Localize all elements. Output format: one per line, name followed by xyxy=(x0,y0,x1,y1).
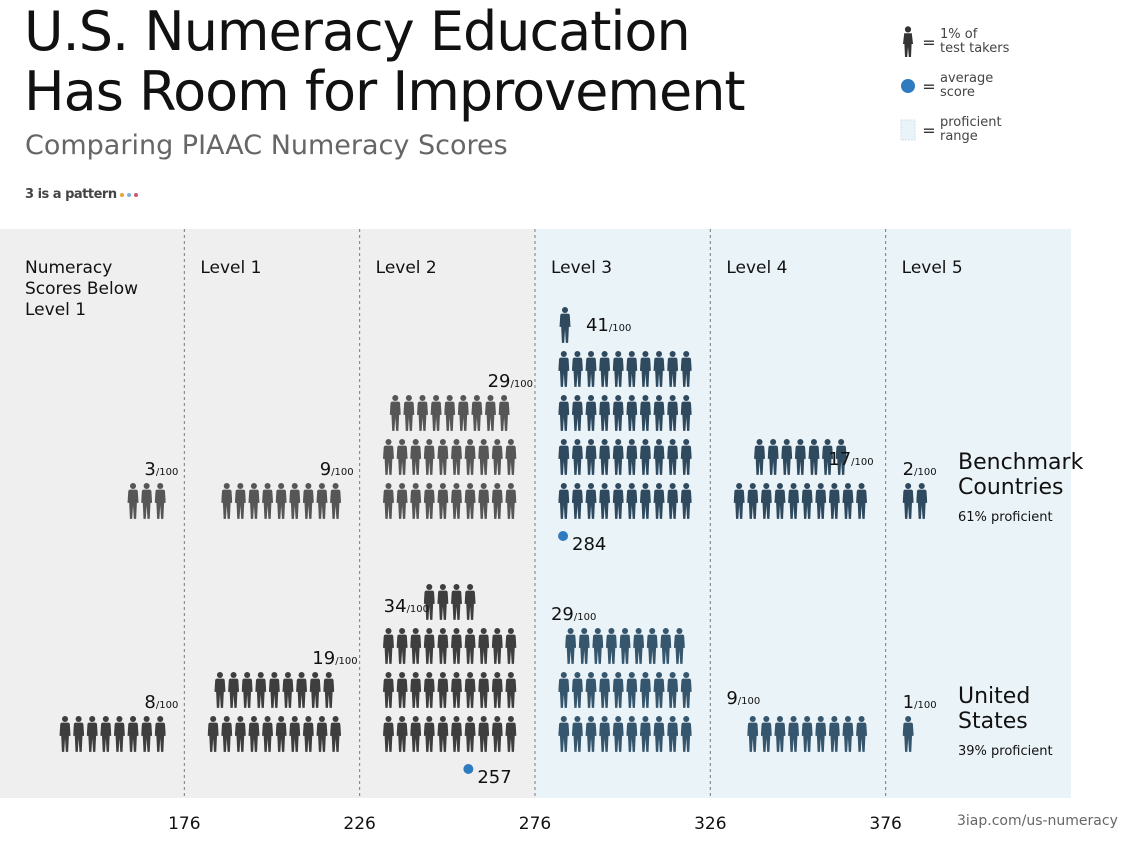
x-tick-label: 326 xyxy=(694,814,726,834)
band-level-5 xyxy=(885,229,1071,798)
proficient-label: 61% proficient xyxy=(958,510,1053,525)
average-dot xyxy=(463,764,474,774)
level-header: Level 1 xyxy=(200,258,261,278)
legend-person: = 1% of test takers xyxy=(898,26,1058,58)
pictograph-chart: 176 226 276 326 376 Numeracy Scores Below Level… xyxy=(0,229,1084,834)
legend-proficient-label: proficient range xyxy=(940,115,1002,144)
brand-dot-icon xyxy=(133,192,138,197)
value-label: 8/100 xyxy=(144,692,178,713)
source-credit: 3iap.com/us-numeracy xyxy=(957,813,1118,829)
value-label: 41/100 xyxy=(586,315,631,336)
value-label: 29/100 xyxy=(488,371,533,392)
band-level-0 xyxy=(0,229,185,798)
value-label: 2/100 xyxy=(903,459,937,480)
level-header: Numeracy Scores Below Level 1 xyxy=(25,258,138,320)
value-label: 1/100 xyxy=(903,692,937,713)
brand-dot-icon xyxy=(126,192,131,197)
average-label: 284 xyxy=(572,534,606,555)
page-title: U.S. Numeracy Education Has Room for Imp… xyxy=(24,0,746,123)
level-header: Level 3 xyxy=(551,258,612,278)
average-dot xyxy=(558,531,569,541)
legend-proficient: = proficient range xyxy=(898,116,1058,144)
page-subtitle: Comparing PIAAC Numeracy Scores xyxy=(25,130,508,161)
x-tick-label: 276 xyxy=(519,814,551,834)
legend-average: = average score xyxy=(898,72,1058,100)
legend-person-label: 1% of test takers xyxy=(940,27,1010,56)
brand-dot-icon xyxy=(119,192,124,197)
series-name: Benchmark Countries xyxy=(958,450,1084,500)
value-label: 34/100 xyxy=(384,596,429,617)
value-label: 9/100 xyxy=(726,688,760,709)
series-name: United States xyxy=(958,684,1030,734)
value-label: 17/100 xyxy=(828,449,873,470)
x-tick-label: 176 xyxy=(168,814,200,834)
value-label: 3/100 xyxy=(144,459,178,480)
proficient-swatch-icon xyxy=(900,119,916,141)
level-header: Level 4 xyxy=(726,258,787,278)
level-header: Level 2 xyxy=(376,258,437,278)
average-dot-icon xyxy=(901,79,915,93)
level-header: Level 5 xyxy=(902,258,963,278)
x-tick-label: 376 xyxy=(869,814,901,834)
average-label: 257 xyxy=(477,767,511,788)
person-icon xyxy=(903,26,913,57)
brand-logo: 3 is a pattern xyxy=(25,187,138,202)
band-level-2 xyxy=(359,229,535,798)
band-level-4 xyxy=(710,229,886,798)
value-label: 19/100 xyxy=(312,648,357,669)
brand-name: 3 is a pattern xyxy=(25,187,117,202)
proficient-label: 39% proficient xyxy=(958,744,1053,759)
value-label: 9/100 xyxy=(320,459,354,480)
value-label: 29/100 xyxy=(551,604,596,625)
x-tick-label: 226 xyxy=(343,814,375,834)
legend-average-label: average score xyxy=(940,71,994,100)
